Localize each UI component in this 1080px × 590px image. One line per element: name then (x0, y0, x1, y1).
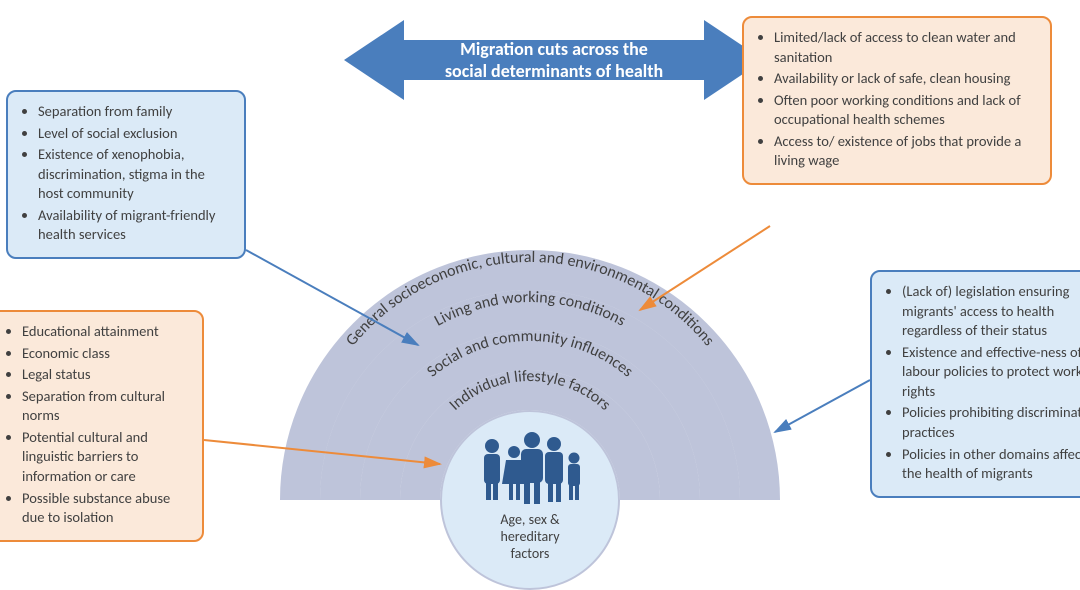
center-circle-label: Age, sex & hereditary factors (442, 512, 618, 562)
list-item: Separation from family (38, 102, 232, 122)
list-item: Access to/ existence of jobs that provid… (774, 132, 1038, 171)
list-item: Often poor working conditions and lack o… (774, 91, 1038, 130)
list-item: Availability of migrant-friendly health … (38, 206, 232, 245)
arrow-bottom-right (775, 380, 870, 432)
list-item: Potential cultural and linguistic barrie… (22, 428, 190, 487)
list-item: (Lack of) legislation ensuring migrants'… (902, 282, 1080, 341)
box-bottom-right-list: (Lack of) legislation ensuring migrants'… (878, 282, 1080, 484)
box-bottom-left-list: Educational attainment Economic class Le… (0, 322, 190, 528)
list-item: Existence of xenophobia, discrimination,… (38, 145, 232, 204)
list-item: Educational attainment (22, 322, 190, 342)
list-item: Availability or lack of safe, clean hous… (774, 69, 1038, 89)
people-icon (472, 428, 592, 508)
box-top-right: Limited/lack of access to clean water an… (742, 16, 1052, 185)
list-item: Policies prohibiting discriminatory prac… (902, 403, 1080, 442)
box-top-right-list: Limited/lack of access to clean water an… (750, 28, 1038, 171)
box-bottom-right: (Lack of) legislation ensuring migrants'… (870, 270, 1080, 498)
list-item: Separation from cultural norms (22, 387, 190, 426)
box-top-left: Separation from family Level of social e… (6, 90, 246, 259)
list-item: Policies in other domains affecting the … (902, 445, 1080, 484)
banner-line-2: social determinants of health (445, 60, 663, 82)
list-item: Limited/lack of access to clean water an… (774, 28, 1038, 67)
list-item: Legal status (22, 365, 190, 385)
box-top-left-list: Separation from family Level of social e… (14, 102, 232, 245)
list-item: Economic class (22, 344, 190, 364)
box-bottom-left: Educational attainment Economic class Le… (0, 310, 204, 542)
list-item: Level of social exclusion (38, 124, 232, 144)
list-item: Existence and effective-ness of labour p… (902, 343, 1080, 402)
banner: Migration cuts across the social determi… (404, 30, 704, 90)
center-circle: Age, sex & hereditary factors (440, 410, 620, 590)
list-item: Possible substance abuse due to isolatio… (22, 489, 190, 528)
banner-line-1: Migration cuts across the (460, 38, 648, 60)
